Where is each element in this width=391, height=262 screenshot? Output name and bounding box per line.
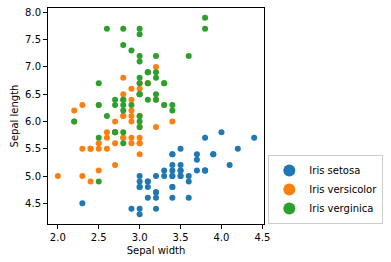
svg-text:Sepal length: Sepal length	[9, 85, 20, 148]
svg-text:4.5: 4.5	[254, 232, 270, 243]
svg-text:2.5: 2.5	[91, 232, 107, 243]
svg-text:7.5: 7.5	[25, 34, 41, 45]
svg-text:Sepal width: Sepal width	[127, 245, 186, 256]
svg-text:8.0: 8.0	[25, 7, 41, 18]
svg-text:5.5: 5.5	[25, 143, 41, 154]
svg-text:4.5: 4.5	[25, 198, 41, 209]
svg-text:6.0: 6.0	[25, 116, 41, 127]
svg-text:4.0: 4.0	[213, 232, 229, 243]
svg-text:5.0: 5.0	[25, 171, 41, 182]
svg-text:Iris verginica: Iris verginica	[309, 203, 373, 214]
svg-text:3.0: 3.0	[132, 232, 148, 243]
svg-text:3.5: 3.5	[173, 232, 189, 243]
svg-text:Iris versicolor: Iris versicolor	[309, 184, 377, 195]
svg-text:7.0: 7.0	[25, 61, 41, 72]
svg-text:Iris setosa: Iris setosa	[309, 165, 360, 176]
svg-text:6.5: 6.5	[25, 89, 41, 100]
svg-text:2.0: 2.0	[50, 232, 66, 243]
